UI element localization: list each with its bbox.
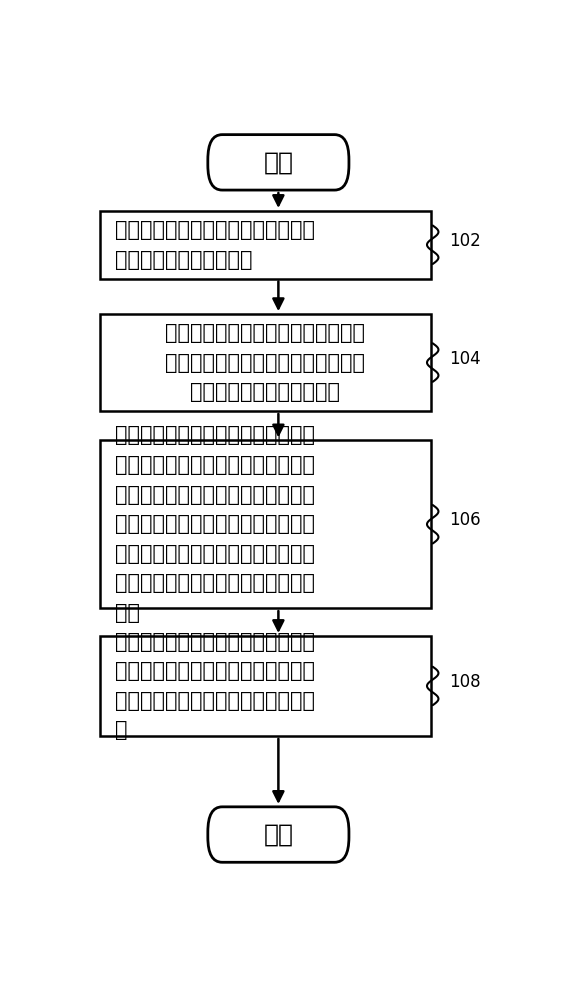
Text: 102: 102 xyxy=(450,232,481,250)
Bar xyxy=(100,211,431,279)
Text: 当所述空调器处于制热模式，且所述
空调器的压缩机开启时，判断所述空
调器的电辅热功能是否开启: 当所述空调器处于制热模式，且所述 空调器的压缩机开启时，判断所述空 调器的电辅热… xyxy=(165,323,365,402)
Bar xyxy=(100,440,431,608)
Text: 当所述电辅热功能开启时，将所述当
前的室内温度值和预设的室内温度值
进行对比，在比较结果为所述当前的
室内温度值小于所述预设的室内温度
值时，获取所述空调器的当: 当所述电辅热功能开启时，将所述当 前的室内温度值和预设的室内温度值 进行对比，在… xyxy=(115,425,315,623)
Text: 开始: 开始 xyxy=(263,150,294,174)
FancyBboxPatch shape xyxy=(208,807,349,862)
Text: 104: 104 xyxy=(450,350,481,368)
Text: 结束: 结束 xyxy=(263,823,294,847)
Bar xyxy=(100,314,431,411)
FancyBboxPatch shape xyxy=(208,135,349,190)
Text: 106: 106 xyxy=(450,511,481,529)
Text: 108: 108 xyxy=(450,673,481,691)
Text: 在所述当前的运行频率等于最大目标
频率，且所述持续时间达到第一预设
持续时间时，打开所述空调器的电辅
热: 在所述当前的运行频率等于最大目标 频率，且所述持续时间达到第一预设 持续时间时，… xyxy=(115,632,315,740)
Bar xyxy=(100,636,431,736)
Text: 从与所述空调器连接的温度获取装置
中获取当前的室内温度值: 从与所述空调器连接的温度获取装置 中获取当前的室内温度值 xyxy=(115,220,315,270)
